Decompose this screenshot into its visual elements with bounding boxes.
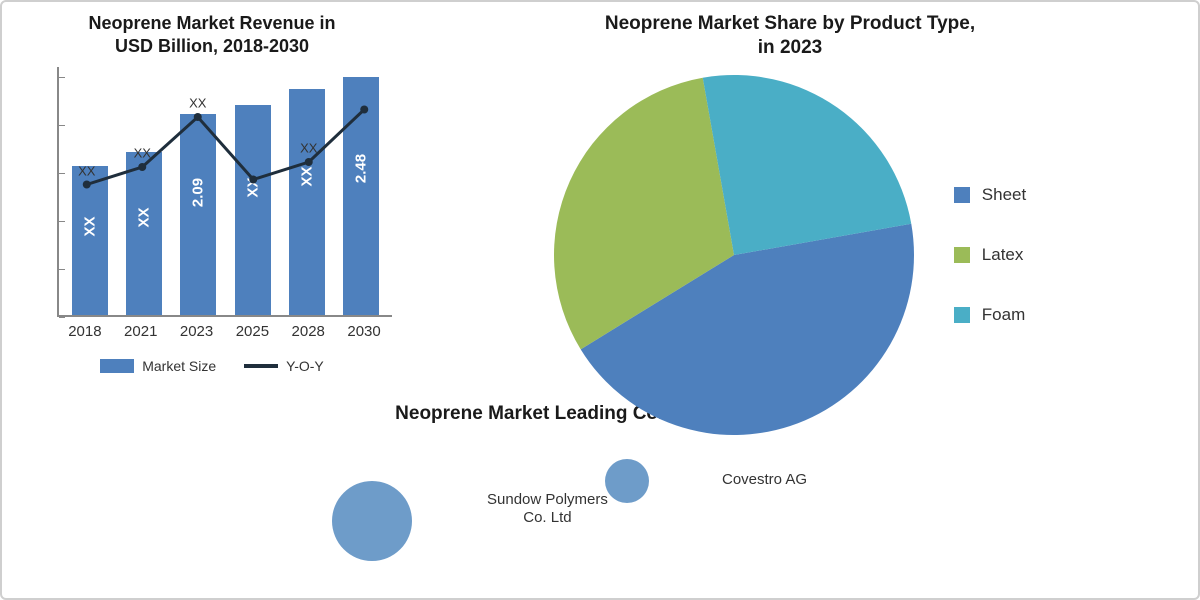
bar: XX bbox=[235, 105, 271, 315]
pie-legend-swatch bbox=[954, 307, 970, 323]
legend-line-swatch bbox=[244, 364, 278, 368]
pie-legend-label: Sheet bbox=[982, 185, 1026, 205]
bar-value-label: 2.48 bbox=[352, 154, 369, 183]
pie-legend-item: Sheet bbox=[954, 185, 1026, 205]
bar: XX bbox=[289, 89, 325, 315]
x-axis-label: 2021 bbox=[124, 323, 157, 340]
company-bubble bbox=[332, 481, 412, 561]
bar-value-label: XX bbox=[298, 167, 315, 187]
pie-chart-panel: Neoprene Market Share by Product Type, i… bbox=[402, 12, 1178, 402]
bar-chart-panel: Neoprene Market Revenue in USD Billion, … bbox=[22, 12, 402, 402]
pie-svg bbox=[554, 75, 914, 435]
bars-container: XX XX 2.09 XX XX 2.48 bbox=[59, 67, 392, 315]
bar-chart-title: Neoprene Market Revenue in USD Billion, … bbox=[22, 12, 402, 57]
top-row: Neoprene Market Revenue in USD Billion, … bbox=[2, 2, 1198, 402]
bar-value-label: 2.09 bbox=[190, 178, 207, 207]
bar-value-label: XX bbox=[244, 177, 261, 197]
pie-legend-label: Foam bbox=[982, 305, 1025, 325]
line-point-label: XX bbox=[189, 96, 206, 111]
company-bubbles: Sundow PolymersCo. Ltd Covestro AG bbox=[22, 436, 1178, 566]
line-point-label: XX bbox=[134, 146, 151, 161]
bar-legend: Market Size Y-O-Y bbox=[22, 358, 402, 374]
pie-legend-swatch bbox=[954, 247, 970, 263]
pie-legend-label: Latex bbox=[982, 245, 1024, 265]
bar-title-line-2: USD Billion, 2018-2030 bbox=[115, 36, 309, 56]
bar-value-label: XX bbox=[82, 217, 99, 237]
pie-legend-item: Foam bbox=[954, 305, 1026, 325]
pie-legend: Sheet Latex Foam bbox=[954, 185, 1026, 325]
line-point-label: XX bbox=[300, 141, 317, 156]
x-axis-label: 2025 bbox=[236, 323, 269, 340]
pie-slice bbox=[703, 75, 912, 255]
x-axis-label: 2023 bbox=[180, 323, 213, 340]
pie-wrap: Sheet Latex Foam bbox=[402, 75, 1178, 435]
bar-value-label: XX bbox=[136, 207, 153, 227]
bar: 2.09 bbox=[180, 114, 216, 315]
company-label: Sundow PolymersCo. Ltd bbox=[487, 491, 608, 527]
bar-x-labels: 2018 2021 2023 2025 2028 2030 bbox=[57, 323, 392, 340]
pie-title-line-2: in 2023 bbox=[758, 37, 822, 58]
legend-yoy: Y-O-Y bbox=[244, 358, 324, 374]
legend-market-size: Market Size bbox=[100, 358, 216, 374]
x-axis-label: 2028 bbox=[292, 323, 325, 340]
company-label: Covestro AG bbox=[722, 471, 807, 489]
company-bubble bbox=[605, 459, 649, 503]
bar: 2.48 bbox=[343, 77, 379, 315]
legend-yoy-label: Y-O-Y bbox=[286, 358, 324, 374]
bar-title-line-1: Neoprene Market Revenue in bbox=[88, 13, 335, 33]
legend-bar-swatch bbox=[100, 359, 134, 373]
x-axis-label: 2018 bbox=[68, 323, 101, 340]
pie-title-line-1: Neoprene Market Share by Product Type, bbox=[605, 13, 975, 34]
x-axis-label: 2030 bbox=[347, 323, 380, 340]
pie-legend-item: Latex bbox=[954, 245, 1026, 265]
line-point-label: XX bbox=[78, 163, 95, 178]
bar: XX bbox=[72, 166, 108, 315]
legend-market-size-label: Market Size bbox=[142, 358, 216, 374]
bar: XX bbox=[126, 152, 162, 315]
pie-chart-title: Neoprene Market Share by Product Type, i… bbox=[402, 12, 1178, 60]
bar-plot-area: XX XX 2.09 XX XX 2.48 XX XX XX XX bbox=[57, 67, 392, 317]
pie-legend-swatch bbox=[954, 187, 970, 203]
